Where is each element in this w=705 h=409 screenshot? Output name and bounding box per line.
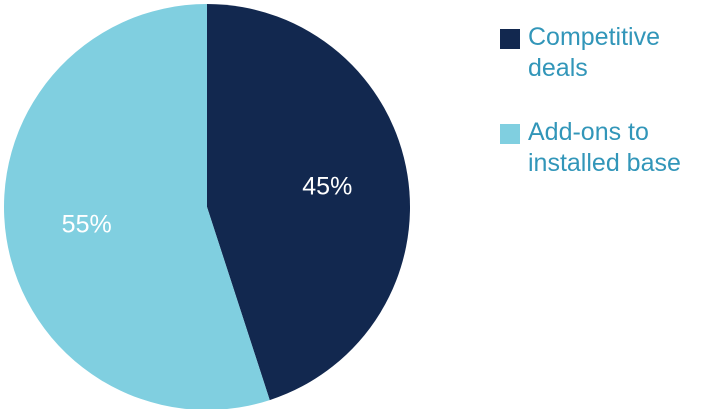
pie-slice-add-ons-to-installed-base — [4, 4, 270, 409]
legend-swatch-add-ons — [500, 124, 520, 144]
pie-slices — [4, 4, 410, 409]
legend-item-add-ons: Add-ons to installed base — [500, 117, 705, 179]
legend-label-add-ons: Add-ons to installed base — [528, 118, 681, 177]
legend-swatch-competitive-deals — [500, 29, 520, 49]
legend: Competitive deals Add-ons to installed b… — [500, 22, 705, 212]
legend-item-competitive-deals: Competitive deals — [500, 22, 705, 84]
pie-slice-label-add-ons-to-installed-base: 55% — [62, 211, 112, 239]
pie-slice-labels: 45% 55% — [62, 173, 353, 239]
pie-slice-label-competitive-deals: 45% — [302, 173, 352, 201]
legend-label-competitive-deals: Competitive deals — [528, 23, 660, 82]
pie-slice-competitive-deals — [207, 4, 410, 401]
